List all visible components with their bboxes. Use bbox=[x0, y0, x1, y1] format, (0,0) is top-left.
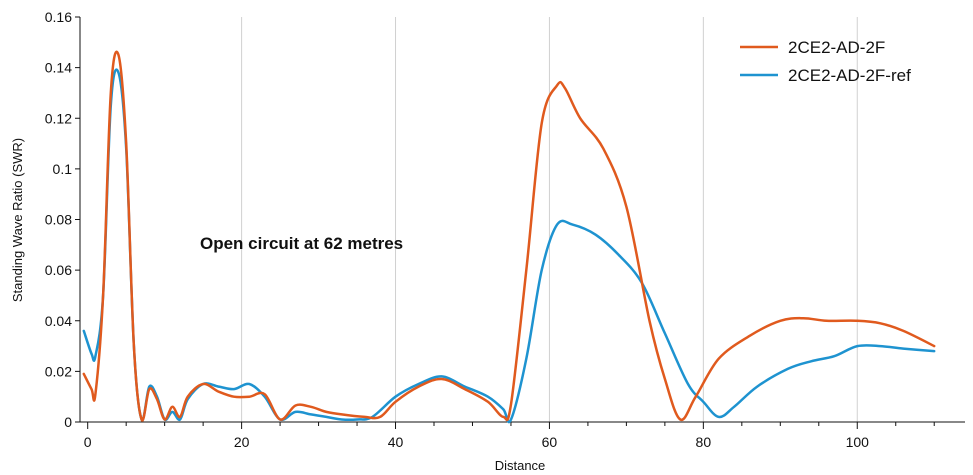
y-tick-label: 0.12 bbox=[45, 110, 72, 126]
y-tick-label: 0 bbox=[64, 414, 72, 430]
y-axis-ticks: 0 0.02 0.04 0.06 0.08 0.1 0.12 0.14 0.16 bbox=[45, 9, 80, 430]
series-line-2ce2-ad-2f bbox=[82, 50, 936, 422]
y-tick-label: 0.16 bbox=[45, 9, 72, 25]
series-lines bbox=[82, 50, 936, 424]
legend-label-2ce2-ad-2f-ref: 2CE2-AD-2F-ref bbox=[788, 66, 911, 85]
x-tick-label: 100 bbox=[846, 434, 870, 450]
x-tick-label: 80 bbox=[696, 434, 712, 450]
x-tick-label: 0 bbox=[84, 434, 92, 450]
x-tick-label: 20 bbox=[234, 434, 250, 450]
y-tick-label: 0.06 bbox=[45, 262, 72, 278]
y-tick-label: 0.04 bbox=[45, 313, 72, 329]
x-axis-title: Distance bbox=[495, 458, 546, 473]
y-tick-label: 0.1 bbox=[53, 161, 73, 177]
y-tick-label: 0.08 bbox=[45, 212, 72, 228]
y-tick-label: 0.02 bbox=[45, 363, 72, 379]
grid-lines bbox=[241, 17, 858, 422]
legend: 2CE2-AD-2F 2CE2-AD-2F-ref bbox=[740, 38, 911, 85]
x-tick-label: 40 bbox=[388, 434, 404, 450]
y-axis-title: Standing Wave Ratio (SWR) bbox=[10, 138, 25, 302]
x-axis-ticks: 0 20 40 60 80 100 bbox=[84, 422, 935, 450]
open-circuit-annotation: Open circuit at 62 metres bbox=[200, 234, 403, 253]
y-tick-label: 0.14 bbox=[45, 60, 72, 76]
legend-label-2ce2-ad-2f: 2CE2-AD-2F bbox=[788, 38, 885, 57]
x-tick-label: 60 bbox=[542, 434, 558, 450]
